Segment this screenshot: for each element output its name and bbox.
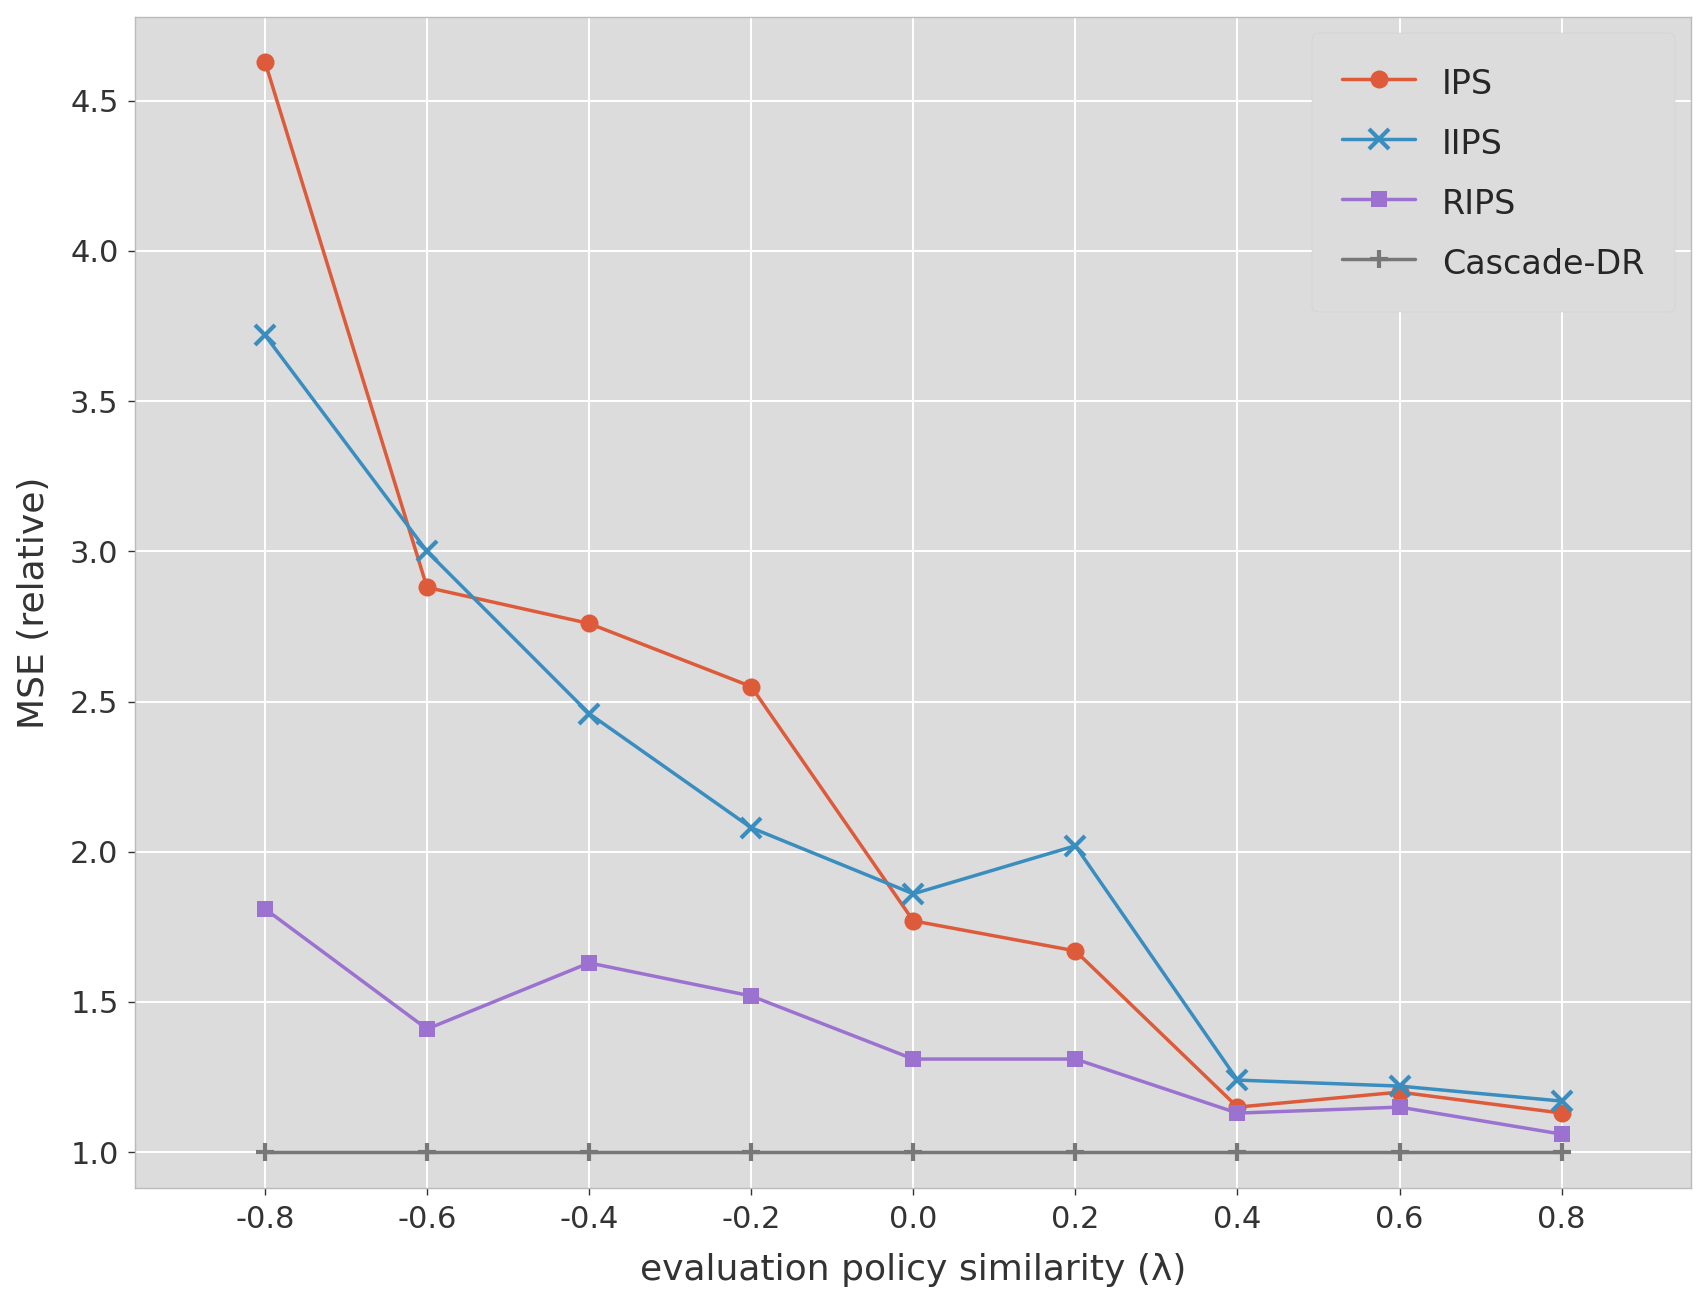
Line: RIPS: RIPS [258, 901, 1569, 1142]
Cascade-DR [741, 1145, 761, 1161]
IPS [1065, 943, 1086, 958]
IPS [579, 615, 599, 631]
Y-axis label: MSE (relative): MSE (relative) [17, 476, 51, 729]
IIPS [741, 820, 761, 836]
IPS [254, 53, 275, 69]
RIPS [579, 955, 599, 970]
IIPS [903, 885, 923, 901]
IIPS [579, 705, 599, 721]
IIPS [1550, 1093, 1570, 1108]
Line: IPS: IPS [256, 52, 1570, 1123]
Cascade-DR [903, 1145, 923, 1161]
RIPS [741, 988, 761, 1004]
IPS [903, 913, 923, 928]
Cascade-DR [1388, 1145, 1408, 1161]
IIPS [1227, 1072, 1248, 1088]
RIPS [254, 901, 275, 917]
RIPS [1388, 1099, 1408, 1115]
IPS [1550, 1106, 1570, 1121]
Cascade-DR [417, 1145, 437, 1161]
IIPS [1065, 838, 1086, 854]
RIPS [417, 1021, 437, 1037]
IPS [741, 679, 761, 695]
Legend: IPS, IIPS, RIPS, Cascade-DR: IPS, IIPS, RIPS, Cascade-DR [1311, 34, 1673, 313]
IPS [417, 579, 437, 595]
Cascade-DR [1550, 1145, 1570, 1161]
Cascade-DR [579, 1145, 599, 1161]
Line: IIPS: IIPS [254, 326, 1570, 1111]
Cascade-DR [1227, 1145, 1248, 1161]
IPS [1388, 1084, 1408, 1099]
RIPS [1227, 1106, 1248, 1121]
Cascade-DR [254, 1145, 275, 1161]
IIPS [1388, 1078, 1408, 1094]
RIPS [903, 1051, 923, 1067]
RIPS [1065, 1051, 1086, 1067]
IIPS [417, 544, 437, 559]
Line: Cascade-DR: Cascade-DR [256, 1144, 1570, 1161]
Cascade-DR [1065, 1145, 1086, 1161]
X-axis label: evaluation policy similarity (λ): evaluation policy similarity (λ) [640, 1253, 1186, 1287]
RIPS [1550, 1127, 1570, 1142]
IPS [1227, 1099, 1248, 1115]
IIPS [254, 327, 275, 343]
